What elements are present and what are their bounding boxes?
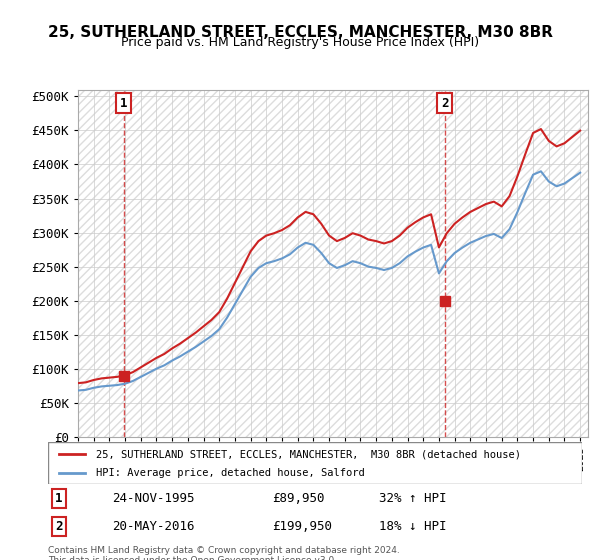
Text: 2: 2 (441, 97, 449, 110)
Text: 2: 2 (55, 520, 62, 533)
Text: 1: 1 (55, 492, 62, 505)
Text: £199,950: £199,950 (272, 520, 332, 533)
Text: £89,950: £89,950 (272, 492, 325, 505)
Text: 1: 1 (120, 97, 127, 110)
Text: Price paid vs. HM Land Registry's House Price Index (HPI): Price paid vs. HM Land Registry's House … (121, 36, 479, 49)
Text: 25, SUTHERLAND STREET, ECCLES, MANCHESTER,  M30 8BR (detached house): 25, SUTHERLAND STREET, ECCLES, MANCHESTE… (96, 449, 521, 459)
Text: Contains HM Land Registry data © Crown copyright and database right 2024.
This d: Contains HM Land Registry data © Crown c… (48, 546, 400, 560)
Text: 32% ↑ HPI: 32% ↑ HPI (379, 492, 446, 505)
Text: 24-NOV-1995: 24-NOV-1995 (112, 492, 194, 505)
Text: 18% ↓ HPI: 18% ↓ HPI (379, 520, 446, 533)
Text: 20-MAY-2016: 20-MAY-2016 (112, 520, 194, 533)
FancyBboxPatch shape (48, 442, 582, 484)
Text: HPI: Average price, detached house, Salford: HPI: Average price, detached house, Salf… (96, 468, 365, 478)
Text: 25, SUTHERLAND STREET, ECCLES, MANCHESTER, M30 8BR: 25, SUTHERLAND STREET, ECCLES, MANCHESTE… (47, 25, 553, 40)
